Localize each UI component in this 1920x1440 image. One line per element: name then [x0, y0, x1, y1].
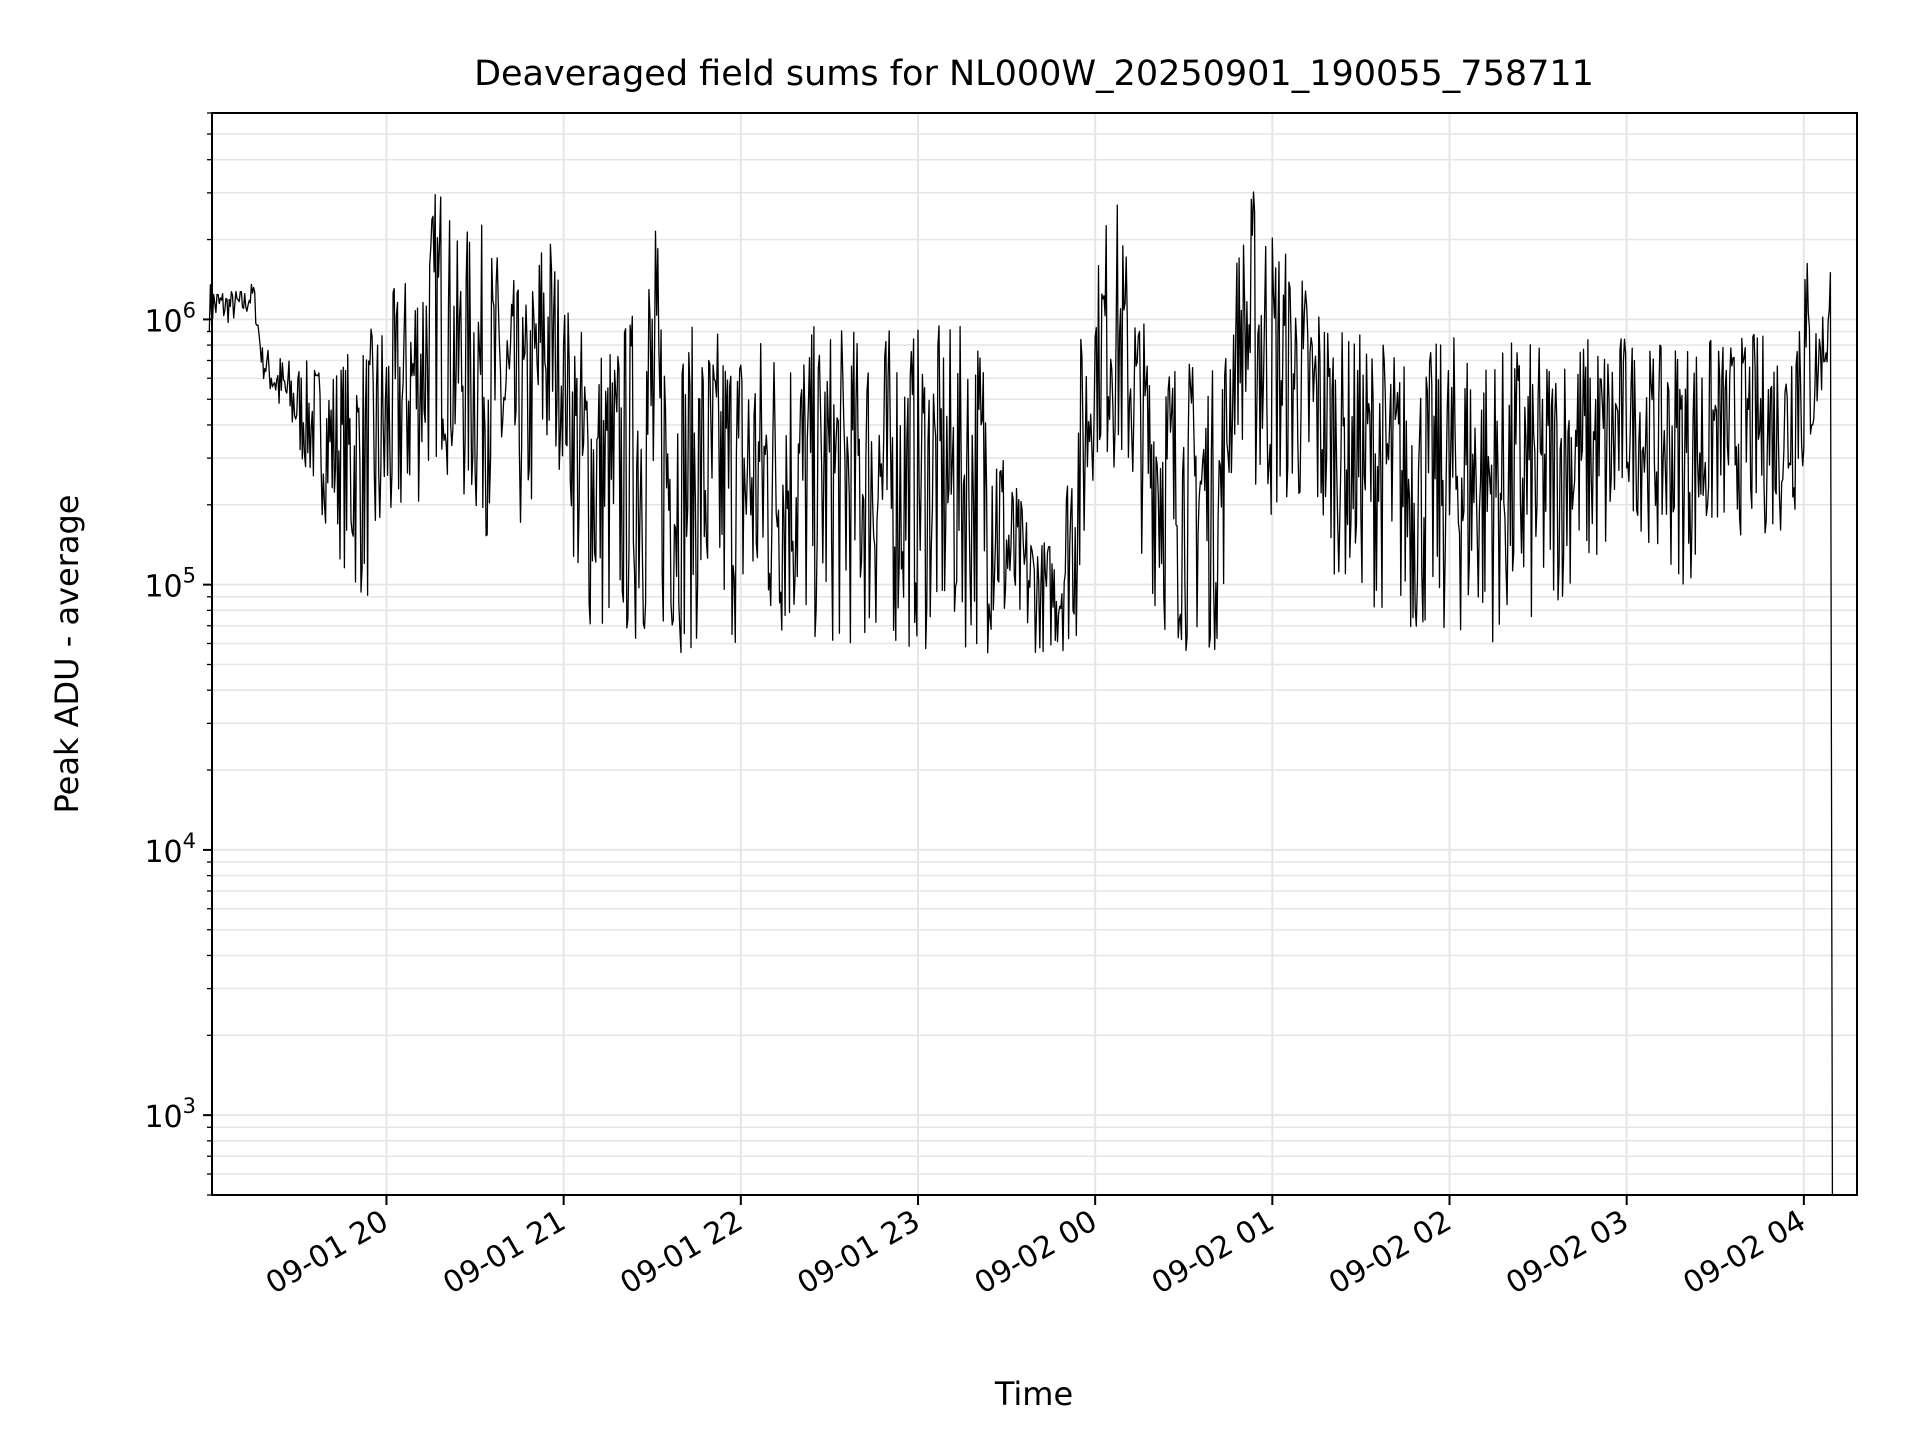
y-axis-label: Peak ADU - average: [48, 495, 86, 814]
x-axis-label: Time: [994, 1375, 1073, 1413]
y-tick-label: 106: [144, 298, 196, 339]
plot-frame: [211, 112, 1858, 1196]
y-tick-exponent: 3: [183, 1094, 196, 1118]
y-tick-base: 10: [144, 304, 182, 339]
y-tick-label: 105: [144, 564, 196, 605]
y-tick-exponent: 6: [183, 298, 196, 322]
y-tick-base: 10: [144, 1100, 182, 1135]
y-tick-label: 104: [144, 829, 196, 870]
data-layer: [208, 191, 1834, 1196]
series-line: [208, 191, 1834, 1196]
y-tick-exponent: 5: [183, 564, 196, 588]
y-tick-base: 10: [144, 835, 182, 870]
y-tick-label: 103: [144, 1094, 196, 1135]
y-tick-exponent: 4: [183, 829, 196, 853]
y-tick-base: 10: [144, 570, 182, 605]
chart-title: Deaveraged field sums for NL000W_2025090…: [474, 54, 1594, 94]
